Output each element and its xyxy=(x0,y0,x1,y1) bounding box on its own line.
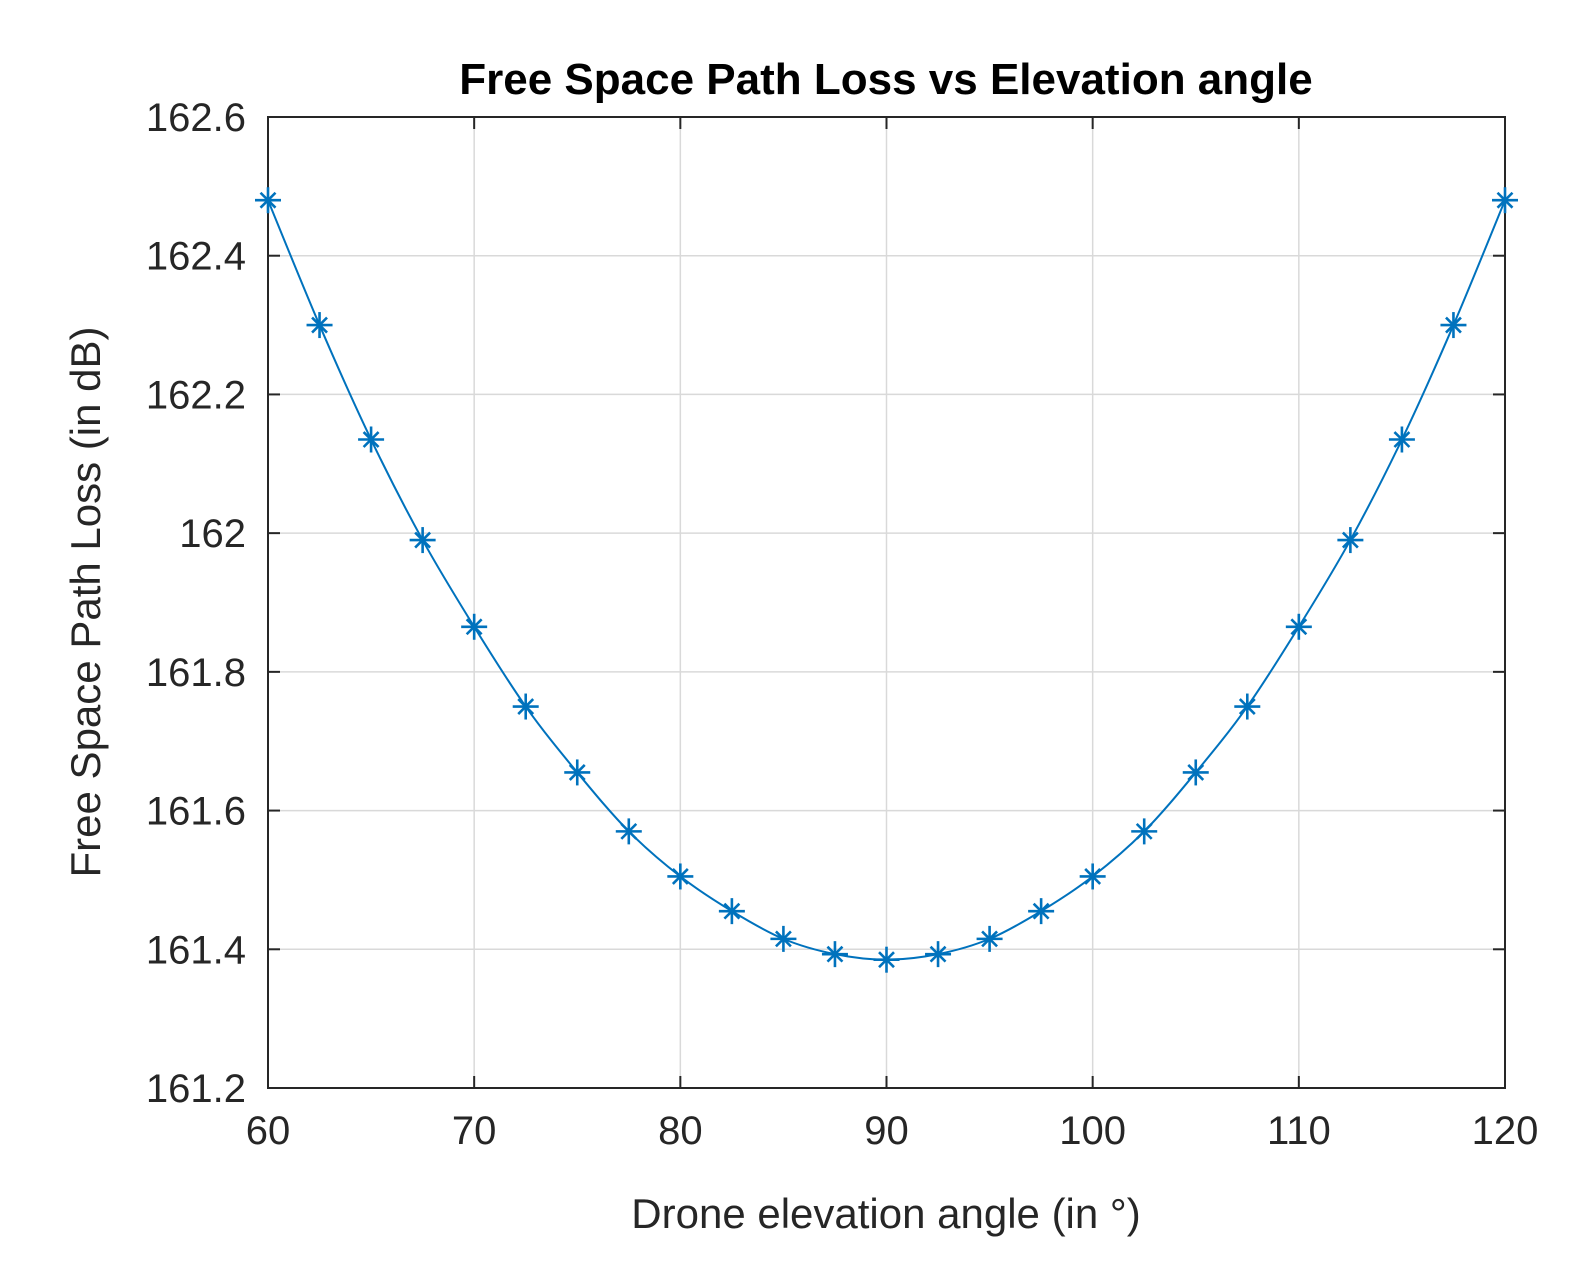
x-tick-label: 80 xyxy=(658,1109,703,1153)
tick-marks xyxy=(267,116,1506,1089)
data-point-marker xyxy=(461,613,488,640)
data-point-marker xyxy=(718,898,745,925)
y-tick-label: 161.8 xyxy=(146,651,246,695)
data-point-marker xyxy=(1028,898,1055,925)
data-point-marker xyxy=(770,925,797,952)
data-point-marker xyxy=(564,759,591,786)
data-point-marker xyxy=(1492,187,1518,214)
data-point-marker xyxy=(1079,863,1106,890)
y-tick-labels: 161.2 161.4 161.6 161.8 162 162.2 162.4 162.6 xyxy=(146,96,246,1111)
y-tick-label: 162 xyxy=(179,512,246,556)
data-point-marker xyxy=(615,818,642,845)
data-point-marker xyxy=(512,693,539,720)
chart-title: Free Space Path Loss vs Elevation angle xyxy=(459,55,1312,104)
y-tick-label: 162.6 xyxy=(146,96,246,140)
y-axis-label: Free Space Path Loss (in dB) xyxy=(62,327,109,878)
data-point-marker xyxy=(1440,312,1467,339)
data-point-marker xyxy=(1131,818,1158,845)
data-point-marker xyxy=(667,863,694,890)
x-tick-label: 110 xyxy=(1267,1109,1331,1153)
data-point-marker xyxy=(873,946,900,973)
data-point-marker xyxy=(1388,426,1415,453)
data-point-marker xyxy=(306,312,333,339)
series-layer xyxy=(255,187,1518,973)
x-tick-labels: 60 70 80 90 100 110 120 xyxy=(246,1109,1539,1153)
data-point-marker xyxy=(1337,527,1364,554)
data-point-marker xyxy=(1182,759,1209,786)
series-fspl xyxy=(255,187,1518,973)
data-point-marker xyxy=(925,941,952,968)
data-point-marker xyxy=(821,941,848,968)
data-point-marker xyxy=(976,925,1003,952)
x-tick-label: 90 xyxy=(864,1109,909,1153)
y-tick-label: 161.2 xyxy=(146,1067,246,1111)
y-tick-label: 162.2 xyxy=(146,373,246,417)
x-tick-label: 120 xyxy=(1472,1109,1539,1153)
y-tick-label: 161.6 xyxy=(146,790,246,834)
data-point-marker xyxy=(255,187,281,214)
x-tick-label: 60 xyxy=(246,1109,291,1153)
y-tick-label: 162.4 xyxy=(146,235,246,279)
data-point-marker xyxy=(409,527,436,554)
data-point-marker xyxy=(1285,613,1312,640)
x-tick-label: 100 xyxy=(1059,1109,1126,1153)
data-point-marker xyxy=(358,426,385,453)
x-axis-label: Drone elevation angle (in °) xyxy=(631,1190,1140,1237)
y-tick-label: 161.4 xyxy=(146,928,246,972)
x-tick-label: 70 xyxy=(452,1109,497,1153)
data-point-marker xyxy=(1234,693,1261,720)
